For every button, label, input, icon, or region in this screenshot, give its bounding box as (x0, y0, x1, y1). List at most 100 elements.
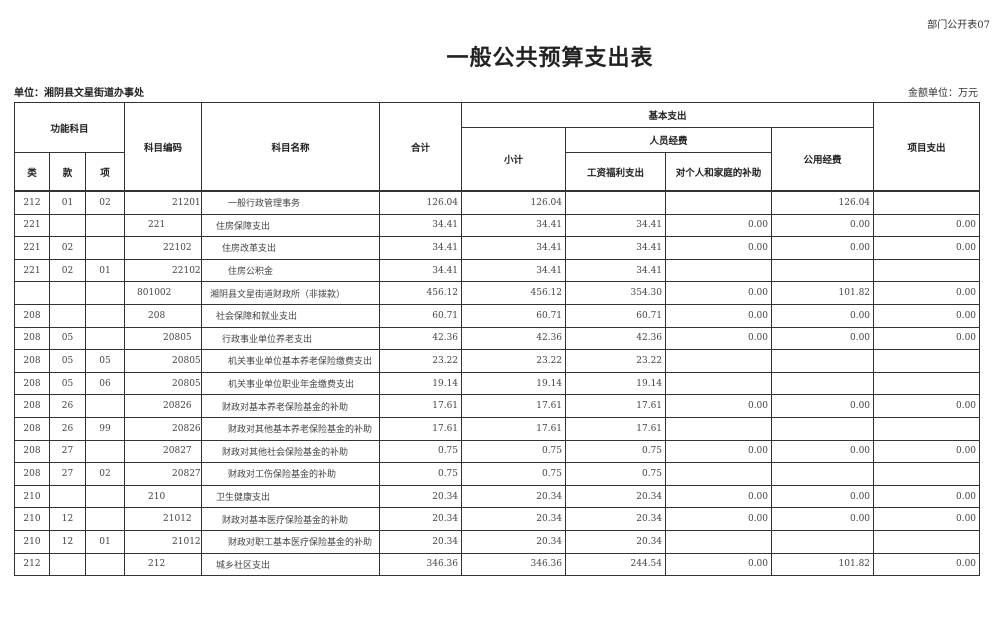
cell-project: 0.00 (873, 484, 981, 509)
cell-salary: 34.41 (565, 213, 667, 238)
header-code: 科目编码 (124, 102, 203, 192)
header-subtotal: 小计 (461, 127, 567, 192)
table-row: 208 27 20827 财政对其他社会保险基金的补助 0.75 0.75 0.75 0.00… (14, 439, 981, 464)
cell-project (873, 462, 981, 486)
cell-public (771, 416, 875, 441)
cell-code: 20827 (124, 439, 203, 464)
cell-project: 0.00 (873, 394, 981, 418)
cell-xiang (84, 326, 126, 351)
cell-project: 0.00 (873, 303, 981, 328)
cell-total: 20.34 (379, 507, 463, 531)
cell-lei: 212 (14, 190, 50, 215)
table-row: 221 02 22102 住房改革支出 34.41 34.41 34.41 0.00 0.00 0… (14, 236, 981, 260)
cell-code: 212 (124, 552, 203, 577)
cell-salary: 354.30 (565, 281, 667, 305)
cell-project: 0.00 (873, 507, 981, 531)
header-name: 科目名称 (201, 102, 381, 192)
cell-public: 0.00 (771, 303, 875, 328)
cell-total: 23.22 (379, 349, 463, 373)
cell-public (771, 529, 875, 554)
table-body: 21201022120102一般行政管理事务126.04126.04126.04… (14, 190, 981, 577)
cell-subsidy: 0.00 (665, 439, 773, 464)
cell-project (873, 529, 981, 554)
cell-public: 0.00 (771, 507, 875, 531)
cell-xiang (84, 281, 126, 305)
cell-project: 0.00 (873, 236, 981, 260)
cell-subsidy: 0.00 (665, 552, 773, 577)
cell-salary (565, 190, 667, 215)
cell-subsidy (665, 529, 773, 554)
cell-subtotal: 456.12 (461, 281, 567, 305)
cell-name: 城乡社区支出 (201, 552, 381, 577)
cell-kuan: 12 (49, 507, 86, 531)
cell-xiang (84, 552, 126, 577)
cell-subtotal: 34.41 (461, 236, 567, 260)
cell-lei: 221 (14, 236, 50, 260)
cell-xiang (84, 439, 126, 464)
cell-xiang (84, 213, 126, 238)
cell-kuan (49, 303, 86, 328)
table-row: 20805052080505机关事业单位基本养老保险缴费支出23.2223.22… (14, 349, 981, 373)
cell-lei: 212 (14, 552, 50, 577)
table-row: 208 26 20826 财政对基本养老保险基金的补助 17.61 17.61 17.61 0… (14, 394, 981, 418)
cell-kuan: 05 (49, 326, 86, 351)
cell-salary: 34.41 (565, 236, 667, 260)
header-basic: 基本支出 (461, 102, 875, 128)
cell-xiang: 01 (84, 529, 126, 554)
cell-public (771, 349, 875, 373)
cell-xiang (84, 394, 126, 418)
cell-total: 0.75 (379, 439, 463, 464)
cell-subsidy: 0.00 (665, 484, 773, 509)
cell-project (873, 258, 981, 283)
cell-public: 0.00 (771, 484, 875, 509)
cell-kuan (49, 552, 86, 577)
cell-xiang (84, 303, 126, 328)
cell-code: 221 (124, 213, 203, 238)
cell-subsidy: 0.00 (665, 213, 773, 238)
cell-code: 20805 (124, 326, 203, 351)
budget-expenditure-table: 功能科目 科目编码 科目名称 合计 基本支出 项目支出 小计 人员经费 公用经费… (13, 102, 981, 577)
cell-salary: 20.34 (565, 484, 667, 509)
cell-project (873, 416, 981, 441)
cell-salary: 34.41 (565, 258, 667, 283)
cell-kuan: 27 (49, 462, 86, 486)
unit-label: 单位：湘阴县文星街道办事处 (14, 88, 144, 99)
cell-public: 101.82 (771, 281, 875, 305)
table-row: 210 210 卫生健康支出 20.34 20.34 20.34 0.00 0.00 0.00 (14, 484, 981, 509)
cell-public: 126.04 (771, 190, 875, 215)
table-row: 210 12 21012 财政对基本医疗保险基金的补助 20.34 20.34 20.34 0… (14, 507, 981, 531)
cell-name: 一般行政管理事务 (201, 190, 381, 215)
cell-subsidy: 0.00 (665, 507, 773, 531)
cell-project: 0.00 (873, 439, 981, 464)
cell-name: 湘阴县文星街道财政所（非拨款） (201, 281, 381, 305)
cell-total: 34.41 (379, 213, 463, 238)
cell-subsidy: 0.00 (665, 281, 773, 305)
cell-kuan: 26 (49, 394, 86, 418)
cell-name: 卫生健康支出 (201, 484, 381, 509)
table-row: 20805062080506机关事业单位职业年金缴费支出19.1419.1419… (14, 371, 981, 396)
cell-name: 社会保障和就业支出 (201, 303, 381, 328)
table-row: 212 212 城乡社区支出 346.36 346.36 244.54 0.00 101.82… (14, 552, 981, 577)
cell-kuan: 02 (49, 258, 86, 283)
cell-name: 财政对其他基本养老保险基金的补助 (201, 416, 381, 441)
cell-subsidy: 0.00 (665, 326, 773, 351)
cell-code: 20826 (124, 394, 203, 418)
cell-subtotal: 0.75 (461, 439, 567, 464)
cell-subtotal: 34.41 (461, 213, 567, 238)
cell-name: 住房公积金 (201, 258, 381, 283)
cell-project: 0.00 (873, 326, 981, 351)
cell-public (771, 371, 875, 396)
cell-total: 0.75 (379, 462, 463, 486)
cell-public: 0.00 (771, 326, 875, 351)
table-row: 21012012101201财政对职工基本医疗保险基金的补助20.3420.34… (14, 529, 981, 554)
cell-salary: 23.22 (565, 349, 667, 373)
cell-lei (14, 281, 50, 305)
cell-public: 0.00 (771, 439, 875, 464)
cell-lei: 208 (14, 371, 50, 396)
cell-subtotal: 126.04 (461, 190, 567, 215)
cell-subsidy (665, 416, 773, 441)
